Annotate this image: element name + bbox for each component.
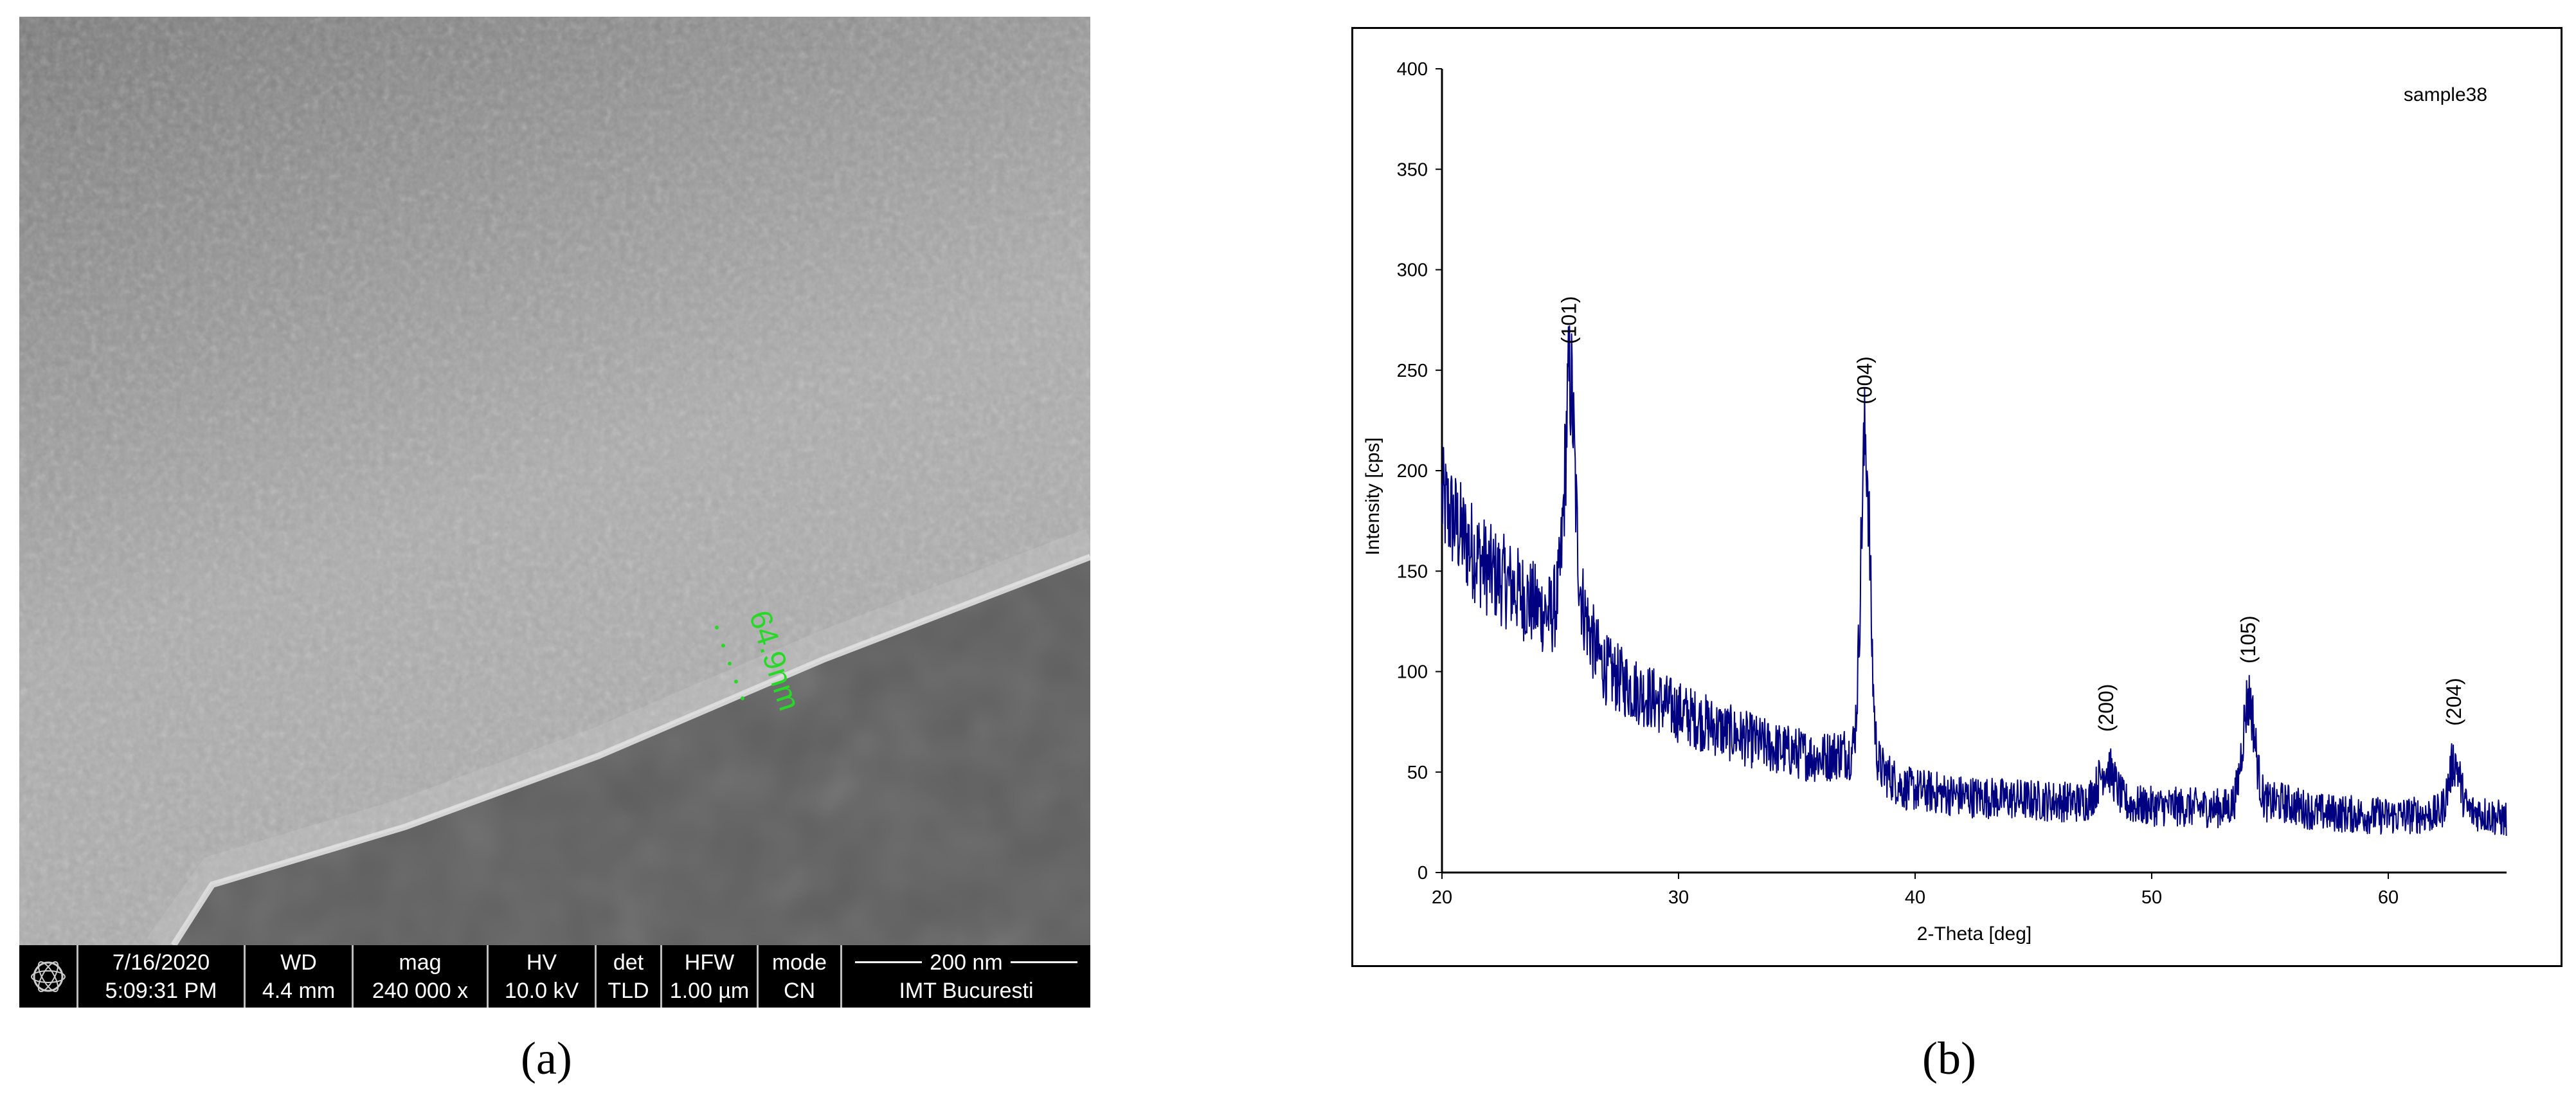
x-tick-label: 50 bbox=[2141, 887, 2162, 908]
peak-label: (101) bbox=[1558, 296, 1581, 344]
hv-value: 10.0 kV bbox=[504, 978, 579, 1003]
time-value: 5:09:31 PM bbox=[105, 978, 217, 1003]
y-tick-label: 350 bbox=[1397, 159, 1428, 180]
instrument-logo-icon bbox=[19, 945, 78, 1008]
y-tick-label: 150 bbox=[1397, 561, 1428, 582]
y-tick-label: 50 bbox=[1407, 763, 1428, 783]
mag-cell: mag 240 000 x bbox=[354, 945, 489, 1008]
y-tick-label: 200 bbox=[1397, 461, 1428, 482]
peak-labels: (101) (004) (200) (105) (204) bbox=[1558, 296, 2465, 732]
x-tick-label: 30 bbox=[1668, 887, 1689, 908]
x-axis-label: 2-Theta [deg] bbox=[1917, 923, 2031, 945]
xrd-chart-frame: 0 50 100 150 200 250 300 350 400 20 30 40 50 60 (101)… bbox=[1351, 27, 2562, 967]
scale-bar-right bbox=[1010, 961, 1077, 963]
y-tick-label: 300 bbox=[1397, 260, 1428, 281]
peak-label: (105) bbox=[2237, 615, 2260, 664]
panel-label-b: (b) bbox=[1922, 1033, 1976, 1084]
hfw-label: HFW bbox=[684, 950, 735, 975]
x-tick-label: 40 bbox=[1905, 887, 1925, 908]
hv-cell: HV 10.0 kV bbox=[489, 945, 597, 1008]
mag-value: 240 000 x bbox=[372, 978, 469, 1003]
y-axis-label: Intensity [cps] bbox=[1362, 437, 1383, 555]
x-tick-label: 20 bbox=[1432, 887, 1452, 908]
wd-value: 4.4 mm bbox=[262, 978, 336, 1003]
scale-cell: 200 nm IMT Bucuresti bbox=[842, 945, 1090, 1008]
sem-image: 64.9nm bbox=[19, 17, 1090, 945]
scale-bar-left bbox=[855, 961, 923, 963]
date-time-cell: 7/16/2020 5:09:31 PM bbox=[78, 945, 246, 1008]
mode-value: CN bbox=[783, 978, 816, 1003]
wd-cell: WD 4.4 mm bbox=[246, 945, 354, 1008]
det-label: det bbox=[613, 950, 644, 975]
peak-label: (004) bbox=[1853, 356, 1877, 404]
sem-micrograph-panel: 64.9nm 7/16/2020 5:09:31 PM WD 4.4 mm ma… bbox=[19, 17, 1090, 1008]
hfw-value: 1.00 µm bbox=[669, 978, 750, 1003]
y-tick-label: 400 bbox=[1397, 59, 1428, 80]
peak-label: (204) bbox=[2442, 678, 2465, 726]
institution-label: IMT Bucuresti bbox=[899, 978, 1034, 1003]
tick-labels: 0 50 100 150 200 250 300 350 400 20 30 40 50 60 bbox=[1397, 59, 2399, 908]
xrd-series-line bbox=[1441, 325, 2507, 837]
wd-label: WD bbox=[280, 950, 317, 975]
peak-label: (200) bbox=[2094, 684, 2118, 732]
hfw-cell: HFW 1.00 µm bbox=[662, 945, 759, 1008]
scale-label: 200 nm bbox=[930, 950, 1003, 975]
xrd-chart: 0 50 100 150 200 250 300 350 400 20 30 40 50 60 (101)… bbox=[1362, 59, 2507, 945]
y-tick-label: 250 bbox=[1397, 361, 1428, 381]
y-tick-label: 0 bbox=[1418, 863, 1428, 883]
mag-label: mag bbox=[399, 950, 442, 975]
hv-label: HV bbox=[526, 950, 557, 975]
panel-label-a: (a) bbox=[521, 1033, 572, 1084]
y-tick-label: 100 bbox=[1397, 662, 1428, 683]
mode-label: mode bbox=[771, 950, 827, 975]
det-value: TLD bbox=[608, 978, 649, 1003]
date-value: 7/16/2020 bbox=[112, 950, 210, 975]
det-cell: det TLD bbox=[597, 945, 662, 1008]
mode-cell: mode CN bbox=[759, 945, 842, 1008]
x-tick-label: 60 bbox=[2378, 887, 2399, 908]
legend-sample38: sample38 bbox=[2404, 84, 2487, 105]
plot-axes bbox=[1436, 68, 2507, 879]
sem-info-bar: 7/16/2020 5:09:31 PM WD 4.4 mm mag 240 0… bbox=[19, 945, 1090, 1008]
